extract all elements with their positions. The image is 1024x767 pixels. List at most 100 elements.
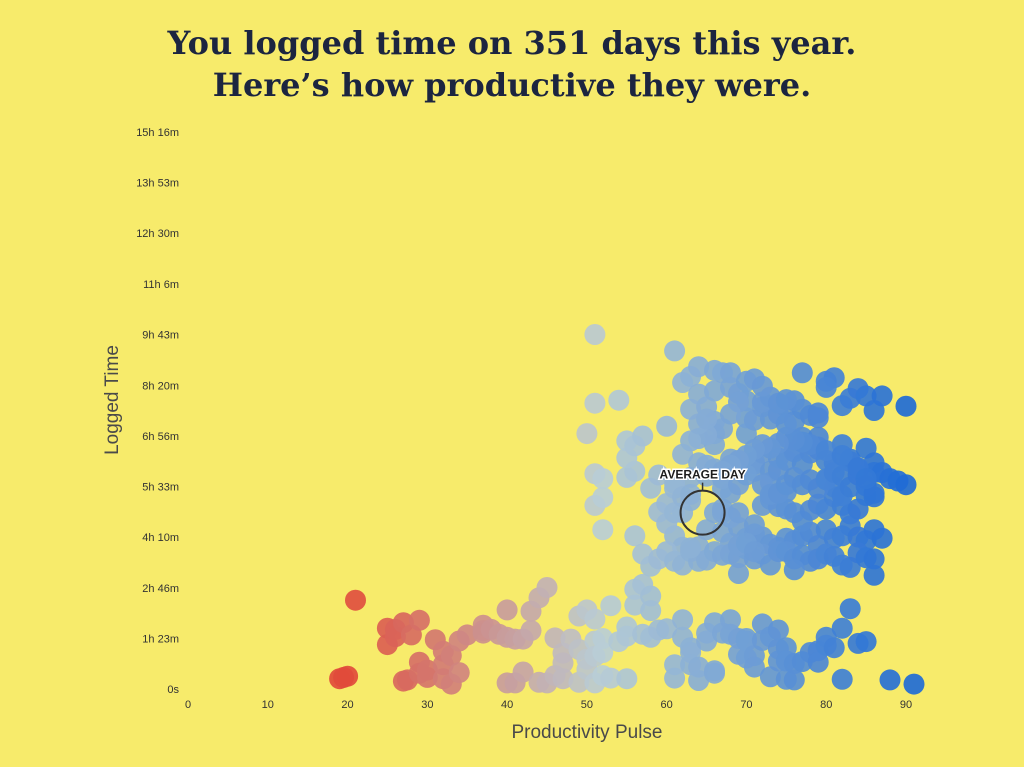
y-tick-label: 4h 10m: [142, 532, 179, 544]
scatter-point: [337, 665, 359, 687]
scatter-point: [720, 403, 741, 425]
scatter-point: [680, 537, 702, 559]
scatter-point: [616, 668, 638, 690]
scatter-point: [775, 389, 797, 411]
y-tick-label: 6h 56m: [142, 431, 179, 443]
y-tick-label: 9h 43m: [142, 329, 179, 341]
scatter-point: [496, 599, 518, 621]
scatter-point: [767, 619, 789, 641]
scatter-point: [664, 340, 686, 362]
scatter-point: [895, 395, 917, 417]
scatter-point: [592, 487, 614, 508]
scatter-point: [640, 585, 662, 607]
scatter-point: [895, 474, 917, 496]
x-tick-label: 20: [341, 699, 353, 711]
scatter-point: [704, 359, 725, 381]
scatter-point: [775, 413, 797, 435]
scatter-point: [815, 376, 837, 398]
x-tick-label: 80: [820, 699, 832, 711]
scatter-point: [600, 667, 622, 689]
scatter-point: [728, 502, 749, 524]
scatter-point: [831, 668, 853, 690]
scatter-point: [720, 609, 741, 631]
x-tick-label: 50: [581, 699, 593, 711]
scatter-point: [672, 609, 694, 631]
scatter-point: [807, 651, 829, 673]
scatter-point: [879, 669, 901, 691]
scatter-point: [759, 666, 781, 688]
scatter-point: [536, 577, 558, 598]
scatter-point: [743, 541, 765, 563]
scatter-point: [345, 589, 366, 611]
scatter-point: [680, 430, 702, 452]
scatter-point: [688, 670, 710, 691]
y-axis-label: Logged Time: [102, 345, 123, 455]
average-day-label: AVERAGE DAY: [660, 468, 746, 482]
x-tick-label: 60: [661, 699, 673, 711]
scatter-point: [608, 389, 630, 411]
y-tick-label: 5h 33m: [142, 482, 179, 494]
scatter-point: [664, 654, 686, 676]
scatter-point: [592, 519, 614, 541]
x-tick-label: 0: [185, 699, 191, 711]
scatter-point: [855, 468, 877, 490]
chart-title: You logged time on 351 days this year. H…: [0, 22, 1024, 106]
x-tick-label: 70: [740, 699, 752, 711]
scatter-point: [720, 362, 741, 384]
x-tick-label: 40: [501, 699, 513, 711]
scatter-point: [656, 618, 678, 640]
x-tick-label: 30: [421, 699, 433, 711]
scatter-point: [863, 564, 885, 586]
chart-title-line-1: You logged time on 351 days this year.: [167, 24, 857, 62]
scatter-point: [640, 600, 662, 622]
scatter-point: [584, 392, 606, 414]
scatter-point: [656, 415, 678, 437]
scatter-point: [416, 666, 438, 688]
scatter-point: [704, 380, 725, 402]
scatter-point: [600, 595, 622, 617]
scatter-point: [696, 408, 718, 430]
scatter-point: [408, 609, 430, 631]
x-tick-label: 90: [900, 699, 912, 711]
scatter-point: [592, 468, 614, 490]
scatter-point: [520, 620, 542, 642]
scatter-point: [903, 673, 925, 695]
scatter-point: [855, 631, 877, 653]
scatter-point: [632, 425, 654, 447]
scatter-point: [688, 356, 710, 378]
scatter-point: [807, 402, 829, 424]
scatter-point: [815, 440, 837, 462]
data-points: [329, 324, 925, 695]
x-axis: 0 10 20 30 40 50 60 70 80 90: [185, 699, 912, 711]
y-tick-label: 1h 23m: [142, 634, 179, 646]
average-day-annotation: AVERAGE DAY: [658, 466, 747, 536]
chart-title-line-2: Here’s how productive they were.: [212, 66, 812, 104]
y-tick-label: 0s: [167, 684, 179, 696]
x-tick-label: 10: [262, 699, 274, 711]
average-day-marker: [679, 489, 726, 536]
scatter-point: [831, 445, 853, 466]
y-tick-label: 8h 20m: [142, 381, 179, 393]
scatter-point: [584, 324, 606, 345]
x-axis-label: Productivity Pulse: [511, 722, 662, 743]
scatter-point: [712, 460, 733, 482]
scatter-point: [624, 594, 646, 616]
scatter-point: [791, 362, 813, 384]
scatter-point: [839, 598, 861, 620]
scatter-point: [871, 385, 893, 407]
scatter-point: [863, 548, 885, 570]
scatter-point: [871, 527, 893, 549]
scatter-point: [751, 375, 773, 397]
y-tick-label: 13h 53m: [136, 177, 179, 189]
scatter-point: [448, 662, 470, 684]
scatter-point: [456, 624, 478, 646]
y-axis: 0s 1h 23m 2h 46m 4h 10m 5h 33m 6h 56m 8h 20m 9h…: [136, 127, 179, 696]
scatter-point: [823, 637, 845, 659]
y-tick-label: 2h 46m: [142, 583, 179, 595]
scatter-point: [783, 559, 805, 581]
scatter-point: [783, 429, 805, 451]
scatter-point: [743, 514, 765, 536]
scatter-point: [576, 423, 598, 445]
scatter-point: [584, 608, 606, 630]
